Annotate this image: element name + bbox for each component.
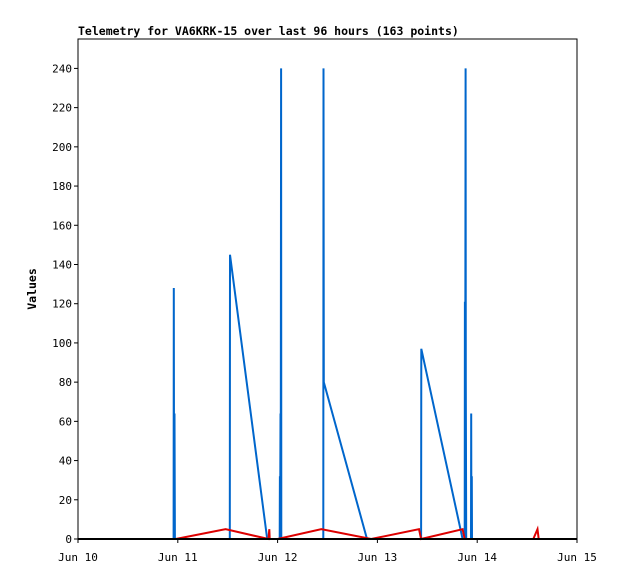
x-tick-label: Jun 12	[258, 551, 298, 564]
y-tick-label: 200	[52, 141, 72, 154]
y-tick-label: 160	[52, 219, 72, 232]
y-tick-label: 120	[52, 298, 72, 311]
y-tick-label: 180	[52, 180, 72, 193]
y-tick-label: 0	[65, 533, 72, 546]
y-tick-label: 40	[59, 455, 72, 468]
x-tick-label: Jun 11	[158, 551, 198, 564]
y-tick-label: 240	[52, 62, 72, 75]
y-axis: 0 20 40 60 80 100 120 140 160 180 200 220 240	[52, 62, 78, 546]
y-tick-label: 220	[52, 102, 72, 115]
y-axis-label: Values	[25, 268, 39, 310]
chart-title: Telemetry for VA6KRK-15 over last 96 hou…	[78, 24, 459, 38]
y-tick-label: 20	[59, 494, 72, 507]
x-tick-label: Jun 14	[457, 551, 497, 564]
x-tick-label: Jun 15	[557, 551, 597, 564]
y-tick-label: 140	[52, 258, 72, 271]
plot-frame	[77, 38, 578, 540]
x-tick-label: Jun 10	[58, 551, 98, 564]
series-layer	[78, 68, 577, 541]
y-tick-label: 100	[52, 337, 72, 350]
y-tick-label: 60	[59, 415, 72, 428]
x-axis: Jun 10 Jun 11 Jun 12 Jun 13 Jun 14 Jun 15	[58, 539, 597, 564]
x-tick-label: Jun 13	[358, 551, 398, 564]
y-tick-label: 80	[59, 376, 72, 389]
series-line-0	[172, 68, 473, 540]
